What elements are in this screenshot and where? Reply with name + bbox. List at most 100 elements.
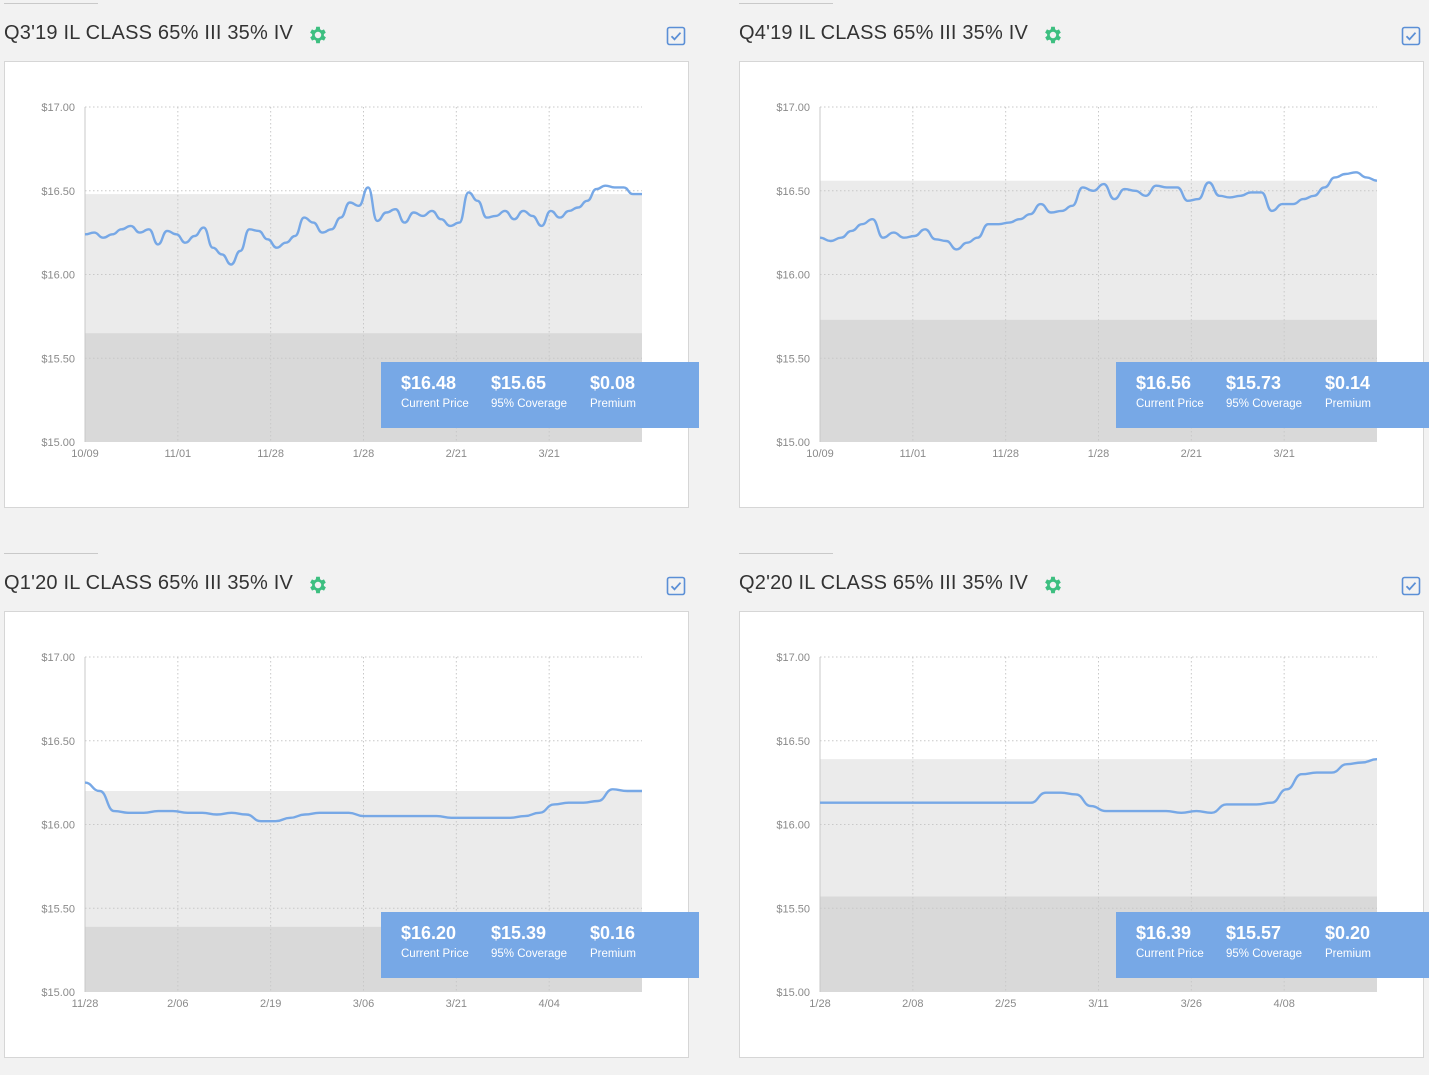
current-price-stat: $16.20 Current Price: [401, 922, 469, 962]
stat-label: Current Price: [1136, 398, 1204, 410]
x-tick-label: 3/21: [1273, 448, 1294, 460]
panel-divider: [4, 3, 98, 4]
x-tick-label: 1/28: [1088, 448, 1109, 460]
stat-label: 95% Coverage: [491, 948, 568, 960]
y-tick-label: $15.00: [776, 987, 810, 999]
y-tick-label: $15.50: [41, 353, 75, 365]
panel-title: Q2'20 IL CLASS 65% III 35% IV: [739, 572, 1029, 594]
stats-box: $16.48 Current Price $15.65 95% Coverage $…: [381, 362, 699, 428]
x-tick-label: 10/09: [71, 448, 99, 460]
stat-value: $0.16: [590, 923, 636, 943]
line-chart: $17.00 $16.50 $16.00 $15.50 $15.001/28 2/08 2/…: [776, 652, 1378, 1010]
price-line: [820, 758, 1378, 814]
stat-value: $15.65: [491, 373, 547, 393]
x-tick-label: 4/08: [1273, 998, 1294, 1010]
chart-card: $17.00 $16.50 $16.00 $15.50 $15.00 11/28 2/06 2…: [4, 611, 699, 1058]
x-tick-label: 2/08: [902, 998, 923, 1010]
gear-icon[interactable]: [307, 24, 329, 46]
checkbox-checked-icon[interactable]: [1401, 576, 1421, 596]
stat-label: 95% Coverage: [1226, 398, 1303, 410]
stat-value: $0.14: [1325, 373, 1371, 393]
stat-label: Current Price: [401, 398, 469, 410]
x-tick-label: 2/21: [1181, 448, 1202, 460]
price-line: [84, 781, 642, 823]
x-tick-label: 3/26: [1181, 998, 1202, 1010]
x-tick-label: 1/28: [809, 998, 830, 1010]
x-tick-label: 3/11: [1088, 998, 1109, 1010]
stat-label: 95% Coverage: [1226, 948, 1303, 960]
stat-label: Premium: [1325, 398, 1372, 410]
premium-stat: $0.08 Premium: [590, 372, 636, 412]
coverage-band-upper: [820, 759, 1377, 897]
price-line: [84, 184, 642, 266]
panel-divider: [739, 553, 833, 554]
checkbox-checked-icon[interactable]: [666, 576, 686, 596]
chart-card: $17.00 $16.50 $16.00 $15.50 $15.00 10/09 11/01…: [4, 61, 699, 508]
x-tick-label: 1/28: [353, 448, 374, 460]
y-tick-label: $17.00: [776, 652, 810, 664]
stat-label: Premium: [1325, 948, 1372, 960]
coverage-stat: $15.39 95% Coverage: [491, 922, 567, 962]
panel-divider: [739, 3, 833, 4]
y-tick-label: $16.50: [776, 736, 810, 748]
x-tick-label: 2/25: [995, 998, 1016, 1010]
y-tick-label: $17.00: [41, 102, 75, 114]
x-tick-label: 2/19: [260, 998, 281, 1010]
y-tick-label: $15.50: [776, 353, 810, 365]
stat-value: $15.73: [1226, 373, 1282, 393]
stat-value: $15.57: [1226, 923, 1282, 943]
checkbox-checked-icon[interactable]: [666, 26, 686, 46]
coverage-stat: $15.65 95% Coverage: [491, 372, 567, 412]
premium-stat: $0.14 Premium: [1325, 372, 1371, 412]
premium-stat: $0.16 Premium: [590, 922, 636, 962]
stat-value: $15.39: [491, 923, 547, 943]
x-tick-label: 10/09: [806, 448, 834, 460]
stat-value: $0.08: [590, 373, 636, 393]
stats-box: $16.56 Current Price $15.73 95% Coverage $…: [1116, 362, 1429, 428]
x-tick-label: 11/01: [899, 448, 926, 460]
x-tick-label: 3/21: [538, 448, 559, 460]
panel-title: Q4'19 IL CLASS 65% III 35% IV: [739, 22, 1029, 44]
panel-title: Q3'19 IL CLASS 65% III 35% IV: [4, 22, 294, 44]
premium-stat: $0.20 Premium: [1325, 922, 1371, 962]
stats-box: $16.39 Current Price $15.57 95% Coverage $…: [1116, 912, 1429, 978]
current-price-stat: $16.56 Current Price: [1136, 372, 1204, 412]
coverage-stat: $15.57 95% Coverage: [1226, 922, 1302, 962]
x-tick-label: 3/21: [446, 998, 467, 1010]
y-tick-label: $17.00: [776, 102, 810, 114]
x-tick-label: 2/06: [167, 998, 188, 1010]
y-tick-label: $16.00: [41, 270, 75, 282]
checkbox-checked-icon[interactable]: [1401, 26, 1421, 46]
gear-icon[interactable]: [1042, 24, 1064, 46]
y-tick-label: $16.00: [41, 820, 75, 832]
panel-divider: [4, 553, 98, 554]
x-tick-label: 11/28: [72, 998, 99, 1010]
stat-label: Current Price: [401, 948, 469, 960]
stats-box: $16.20 Current Price $15.39 95% Coverage $…: [381, 912, 699, 978]
x-tick-label: 11/28: [992, 448, 1019, 460]
y-tick-label: $16.50: [41, 186, 75, 198]
gear-icon[interactable]: [1042, 574, 1064, 596]
x-tick-label: 4/04: [538, 998, 559, 1010]
y-tick-label: $16.00: [776, 820, 810, 832]
chart-panel-1: Q4'19 IL CLASS 65% III 35% IV $17.00 $16.…: [739, 3, 1429, 513]
current-price-stat: $16.48 Current Price: [401, 372, 469, 412]
y-tick-label: $15.00: [776, 437, 810, 449]
stat-value: $16.56: [1136, 373, 1192, 393]
chart-card: $17.00 $16.50 $16.00 $15.50 $15.00 1/28 2/08 2/…: [739, 611, 1429, 1058]
y-tick-label: $15.50: [41, 903, 75, 915]
price-line: [819, 171, 1378, 251]
chart-panel-3: Q2'20 IL CLASS 65% III 35% IV $17.00 $16.…: [739, 553, 1429, 1063]
y-tick-label: $15.00: [41, 987, 75, 999]
y-tick-label: $15.00: [41, 437, 75, 449]
y-tick-label: $16.50: [776, 186, 810, 198]
gear-icon[interactable]: [307, 574, 329, 596]
stat-value: $16.20: [401, 923, 457, 943]
chart-panel-0: Q3'19 IL CLASS 65% III 35% IV $17.00 $16.…: [4, 3, 699, 513]
panel-title: Q1'20 IL CLASS 65% III 35% IV: [4, 572, 294, 594]
chart-panel-2: Q1'20 IL CLASS 65% III 35% IV $17.00 $16.…: [4, 553, 699, 1063]
current-price-stat: $16.39 Current Price: [1136, 922, 1204, 962]
